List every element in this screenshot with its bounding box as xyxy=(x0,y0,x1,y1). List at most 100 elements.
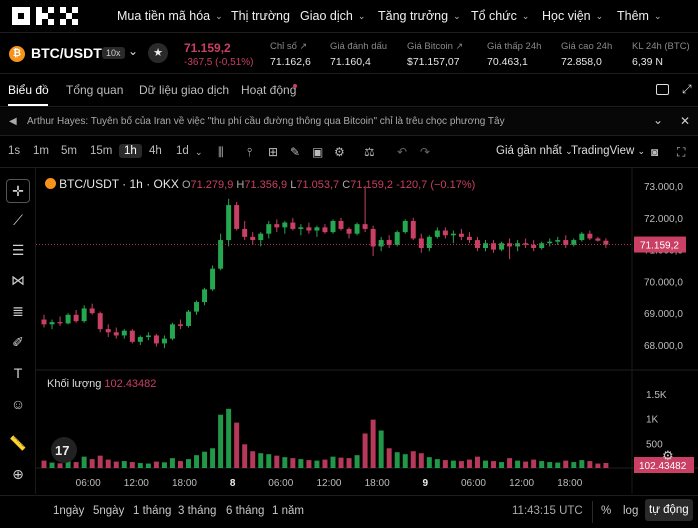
percent-toggle[interactable]: % xyxy=(601,505,612,517)
pair-name[interactable]: BTC/USDT xyxy=(31,45,102,61)
emoji-icon[interactable]: ☺ xyxy=(10,396,26,412)
nav-growth[interactable]: Tăng trưởng ⌄ xyxy=(378,9,461,23)
range-3m[interactable]: 3 tháng xyxy=(178,505,217,517)
candle-type-icon[interactable]: ⫼ xyxy=(218,145,224,159)
chart-canvas[interactable]: 73.000,072.000,071.000,070.000,069.000,0… xyxy=(36,168,698,494)
window-layout-icon[interactable] xyxy=(656,84,669,95)
range-1m[interactable]: 1 tháng xyxy=(133,505,172,517)
time-tick-label: 12:00 xyxy=(509,478,534,489)
volume-bar xyxy=(161,462,167,468)
undo-icon[interactable]: ↶ xyxy=(397,145,408,159)
auto-scale-toggle[interactable]: tự động xyxy=(645,499,693,521)
candle-body xyxy=(418,238,424,249)
volume-bar xyxy=(499,462,505,468)
candle-body xyxy=(531,244,537,249)
camera-icon[interactable]: ◙ xyxy=(651,145,659,159)
fullscreen-icon[interactable]: ⛶ xyxy=(677,145,686,159)
nav-markets[interactable]: Thị trường xyxy=(231,9,290,23)
time-tick-label: 12:00 xyxy=(316,478,341,489)
volume-bar xyxy=(563,460,569,468)
draw-icon[interactable]: ✎ xyxy=(290,145,301,159)
pattern-icon[interactable]: ⋈ xyxy=(11,271,25,288)
volume-bar xyxy=(531,459,537,468)
candle-body xyxy=(242,228,248,237)
news-banner[interactable]: ◀ Arthur Hayes: Tuyên bố của Iran về việ… xyxy=(0,108,698,136)
zoom-icon[interactable]: ⊕ xyxy=(12,465,24,482)
horizontal-lines-icon[interactable]: ☰ xyxy=(11,241,25,258)
tab-activity[interactable]: Hoạt động xyxy=(241,83,297,97)
close-icon[interactable]: ✕ xyxy=(680,114,691,128)
ruler-icon[interactable]: 📏 xyxy=(9,434,27,451)
volume-label: Khối lượng xyxy=(47,378,102,390)
timeframe-1h[interactable]: 1h xyxy=(119,144,142,158)
stat-high-label: Giá cao 24h xyxy=(561,41,613,52)
volume-bar xyxy=(89,459,95,468)
chevron-down-icon[interactable]: ⌄ xyxy=(128,44,139,58)
candle-body xyxy=(202,289,208,303)
chevron-down-icon[interactable]: ⌄ xyxy=(653,113,664,127)
candle-body xyxy=(579,233,585,241)
log-toggle[interactable]: log xyxy=(623,505,639,517)
candle-body xyxy=(563,240,569,245)
volume-bar xyxy=(402,454,408,468)
price-type-select[interactable]: Giá gần nhất ⌄ xyxy=(496,145,573,157)
tab-overview[interactable]: Tổng quan xyxy=(66,83,124,97)
volume-bar xyxy=(386,448,392,468)
chevron-down-icon: ⌄ xyxy=(521,11,530,21)
indicators-icon[interactable]: ⫯ xyxy=(247,145,253,159)
trendline-icon[interactable]: ⟋ xyxy=(13,211,23,228)
compare-icon[interactable]: ⊞ xyxy=(268,145,279,159)
nav-academy[interactable]: Học viện ⌄ xyxy=(542,9,603,23)
candle-body xyxy=(49,322,55,325)
timeframe-1s[interactable]: 1s xyxy=(8,145,21,157)
candle-body xyxy=(474,240,480,249)
timeframe-5m[interactable]: 5m xyxy=(61,145,77,157)
tab-chart[interactable]: Biểu đồ xyxy=(8,83,49,97)
okx-logo[interactable] xyxy=(12,7,80,28)
volume-bar xyxy=(426,457,432,468)
range-1y[interactable]: 1 năm xyxy=(272,505,304,517)
nav-institutions[interactable]: Tổ chức ⌄ xyxy=(471,9,529,23)
timeframe-4h[interactable]: 4h xyxy=(149,145,162,157)
timeframe-15m[interactable]: 15m xyxy=(90,145,113,157)
candle-body xyxy=(274,224,280,228)
redo-icon[interactable]: ↷ xyxy=(420,145,431,159)
view-select[interactable]: TradingView ⌄ xyxy=(571,145,645,157)
layout-icon[interactable]: ▣ xyxy=(312,145,324,159)
price-type-label: Giá gần nhất xyxy=(496,145,562,157)
nav-buy-crypto[interactable]: Mua tiền mã hóa ⌄ xyxy=(117,9,223,23)
scale-icon[interactable]: ⚖ xyxy=(364,145,375,159)
nav-label: Tổ chức xyxy=(471,9,517,23)
top-navigation: Mua tiền mã hóa ⌄ Thị trường Giao dịch ⌄ T… xyxy=(0,0,698,33)
settings-icon[interactable]: ⚙ xyxy=(334,145,345,159)
brush-icon[interactable]: ✐ xyxy=(12,333,24,350)
candle-body xyxy=(458,233,464,237)
tab-trading-data[interactable]: Dữ liệu giao dịch xyxy=(139,83,230,97)
text-icon[interactable]: T xyxy=(13,365,23,381)
price-chart[interactable]: 73.000,072.000,071.000,070.000,069.000,0… xyxy=(36,168,698,494)
chevron-down-icon[interactable]: ⌄ xyxy=(195,147,203,157)
range-6m[interactable]: 6 tháng xyxy=(226,505,265,517)
last-price: 71.159,2 xyxy=(184,41,231,55)
expand-icon[interactable]: ⤢ xyxy=(682,82,692,96)
timeframe-1d[interactable]: 1d xyxy=(176,145,189,157)
candle-body xyxy=(105,329,111,333)
volume-bar xyxy=(507,458,513,468)
volume-bar xyxy=(523,461,529,468)
chart-toolbar: 1s 1m 5m 15m 1h 4h 1d ⌄ ⫼ ⫯ ⊞ ✎ ▣ ⚙ ⚖ ↶ … xyxy=(0,137,698,168)
crosshair-icon[interactable]: ✛ xyxy=(6,179,30,203)
chevron-down-icon: ⌄ xyxy=(637,146,646,156)
fib-icon[interactable]: ≣ xyxy=(12,302,24,319)
nav-more[interactable]: Thêm ⌄ xyxy=(617,9,662,23)
range-5d[interactable]: 5ngày xyxy=(93,505,125,517)
favorite-star-icon[interactable]: ★ xyxy=(148,43,168,63)
volume-bar xyxy=(378,430,384,468)
candle-body xyxy=(338,220,344,229)
timeframe-1m[interactable]: 1m xyxy=(33,145,49,157)
range-1d[interactable]: 1ngày xyxy=(53,505,85,517)
chevron-down-icon: ⌄ xyxy=(215,11,223,21)
volume-bar xyxy=(242,444,248,468)
nav-trade[interactable]: Giao dịch ⌄ xyxy=(300,9,365,23)
bitcoin-icon: ₿ xyxy=(9,46,25,62)
volume-bar xyxy=(322,459,328,468)
